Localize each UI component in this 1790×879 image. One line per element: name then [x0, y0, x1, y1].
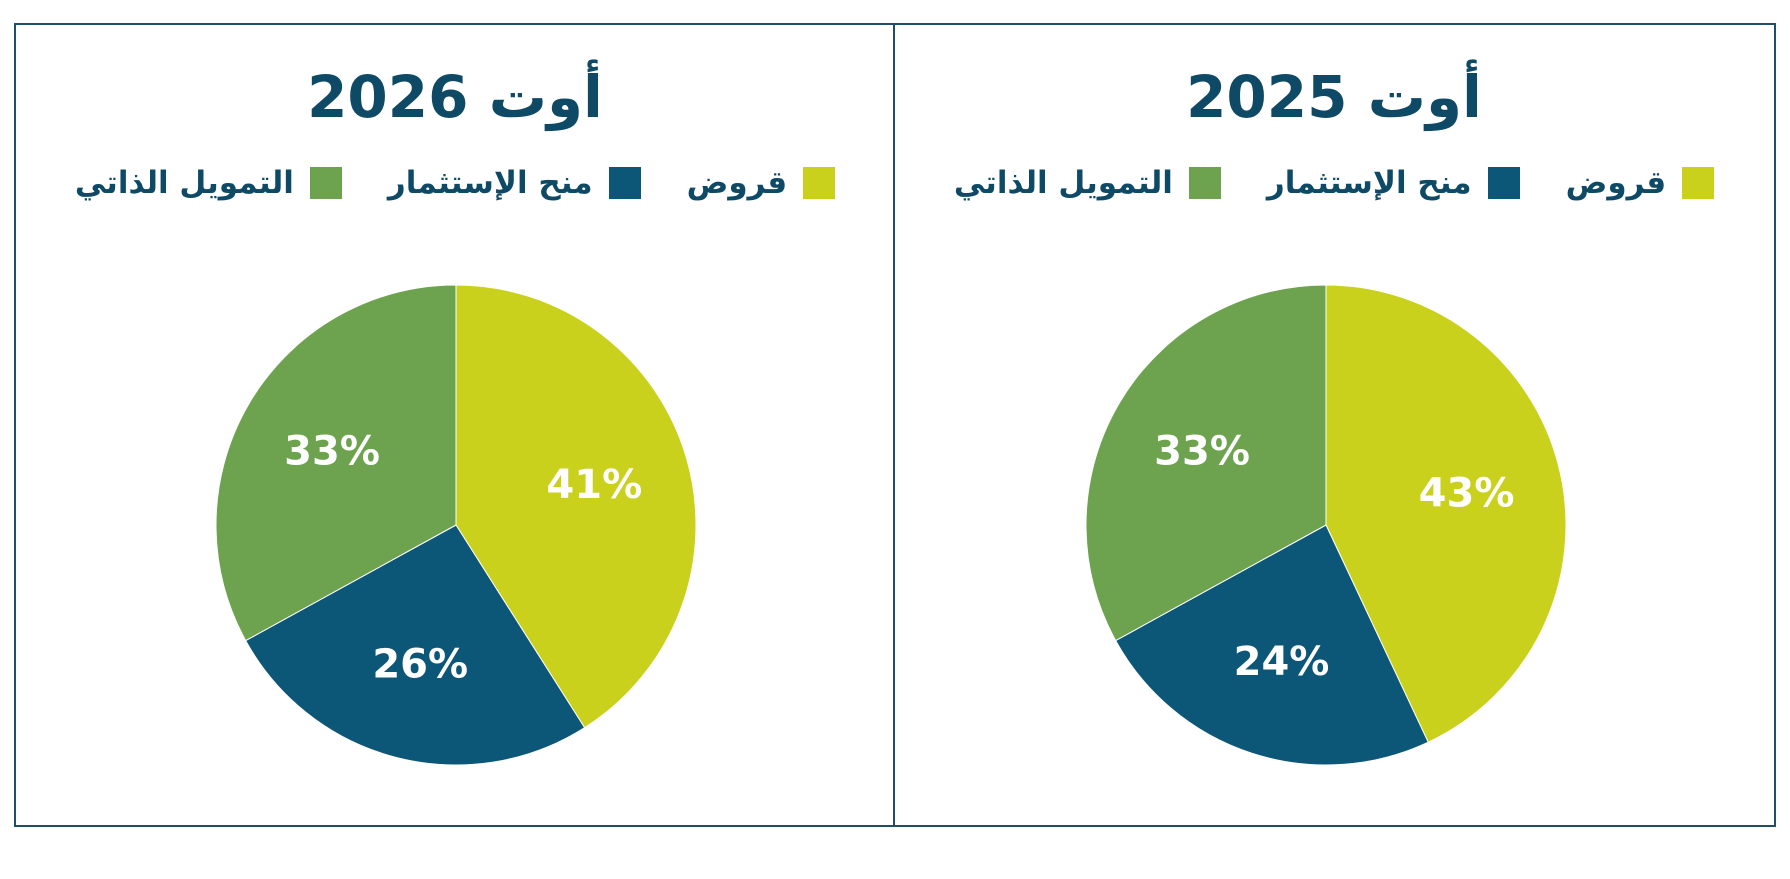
slice-label-loans: 43%: [1419, 471, 1515, 517]
pie-chart-2025: 43% 24% 33%: [1076, 275, 1576, 775]
legend-swatch-self: [1188, 167, 1221, 199]
legend-label-loans: قروض: [1565, 165, 1667, 201]
legend-2026: قروض منح الإستثمار التمويل الذاتي: [16, 165, 894, 201]
legend-swatch-self: [309, 167, 342, 199]
panel-divider: [893, 23, 895, 827]
pie-slice-loans: [1325, 284, 1567, 743]
chart-panel-2026: أوت 2026 قروض منح الإستثمار التمويل الذا…: [16, 25, 894, 825]
pie-svg-2026: 41% 26% 33%: [215, 284, 697, 766]
legend-label-loans: قروض: [686, 165, 788, 201]
legend-label-self: التمويل الذاتي: [74, 165, 294, 201]
chart-title-2025: أوت 2025: [1186, 63, 1482, 131]
legend-item-loans: قروض: [1566, 165, 1715, 201]
legend-2025: قروض منح الإستثمار التمويل الذاتي: [895, 165, 1773, 201]
legend-label-self: التمويل الذاتي: [953, 165, 1173, 201]
legend-label-grants: منح الإستثمار: [1266, 165, 1472, 201]
legend-swatch-loans: [803, 167, 836, 199]
pie-slice-self: [215, 284, 457, 642]
slice-label-grants: 24%: [1234, 639, 1330, 685]
legend-item-loans: قروض: [687, 165, 836, 201]
pie-svg-2025: 43% 24% 33%: [1085, 284, 1567, 766]
legend-label-grants: منح الإستثمار: [387, 165, 593, 201]
legend-item-grants: منح الإستثمار: [1267, 165, 1520, 201]
slice-label-grants: 26%: [372, 641, 468, 687]
legend-swatch-loans: [1682, 167, 1715, 199]
legend-swatch-grants: [608, 167, 641, 199]
legend-item-self: التمويل الذاتي: [75, 165, 342, 201]
legend-item-grants: منح الإستثمار: [388, 165, 641, 201]
chart-title-2026: أوت 2026: [307, 63, 603, 131]
pie-slice-grants: [245, 524, 586, 766]
pie-slice-loans: [455, 284, 697, 729]
slice-label-loans: 41%: [546, 462, 642, 508]
chart-panel-2025: أوت 2025 قروض منح الإستثمار التمويل الذا…: [895, 25, 1773, 825]
pie-chart-2026: 41% 26% 33%: [206, 275, 706, 775]
pie-slice-self: [1085, 284, 1327, 642]
legend-item-self: التمويل الذاتي: [954, 165, 1221, 201]
legend-swatch-grants: [1487, 167, 1520, 199]
slice-label-self: 33%: [284, 429, 380, 475]
pie-slice-grants: [1115, 524, 1429, 766]
slice-label-self: 33%: [1154, 429, 1250, 475]
